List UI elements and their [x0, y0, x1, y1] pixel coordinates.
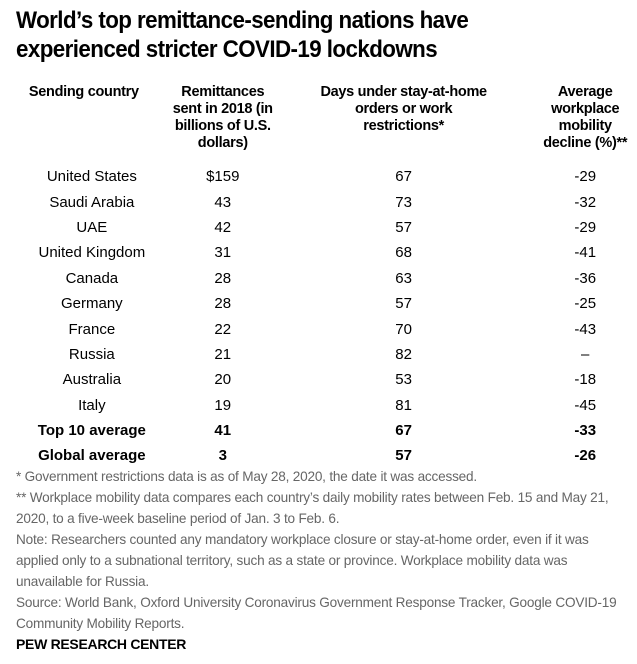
brand-logo-text: PEW RESEARCH CENTER	[16, 636, 187, 652]
header-row: Sending country Remittances sent in 2018…	[0, 84, 637, 164]
cell-mobility: -33	[574, 422, 597, 440]
cell-days: 68	[395, 244, 412, 262]
cell-remittances: 41	[214, 422, 232, 440]
cell-country: France	[68, 320, 116, 338]
cell-remittances: 21	[214, 345, 232, 363]
table-row: United States $159 67 -29	[0, 164, 637, 189]
cell-mobility: -25	[574, 295, 597, 313]
cell-country: Canada	[65, 269, 119, 287]
column-header-mobility: Average workplace mobility decline (%)**	[543, 84, 628, 151]
cell-remittances: 19	[214, 396, 232, 414]
cell-mobility: -26	[574, 447, 597, 465]
cell-days: 67	[395, 422, 412, 440]
cell-mobility: -29	[574, 218, 597, 236]
table-row: UAE 42 57 -29	[0, 215, 637, 240]
cell-mobility: -18	[574, 371, 597, 389]
note: Note: Researchers counted any mandatory …	[16, 532, 589, 589]
cell-mobility: -36	[574, 269, 597, 287]
cell-country: Top 10 average	[37, 422, 146, 440]
cell-days: 82	[395, 345, 412, 363]
cell-days: 81	[395, 396, 412, 414]
table-row: Russia 21 82 –	[0, 342, 637, 367]
cell-remittances: 43	[214, 193, 232, 211]
cell-days: 67	[395, 168, 412, 186]
cell-days: 57	[395, 218, 412, 236]
cell-country: United States	[46, 168, 137, 186]
column-header-country: Sending country	[28, 84, 139, 100]
cell-remittances: 28	[214, 295, 232, 313]
column-header-remittances: Remittances sent in 2018 (in billions of…	[172, 84, 273, 151]
cell-remittances: 42	[214, 218, 232, 236]
table-row: Germany 28 57 -25	[0, 291, 637, 316]
cell-days: 53	[395, 371, 412, 389]
cell-days: 73	[395, 193, 412, 211]
table-row: United Kingdom 31 68 -41	[0, 240, 637, 265]
column-header-days: Days under stay-at-home orders or work r…	[320, 84, 487, 134]
cell-remittances: 28	[214, 269, 232, 287]
footnote-restrictions: * Government restrictions data is as of …	[16, 469, 477, 484]
cell-country: Italy	[78, 396, 106, 414]
cell-mobility: -29	[574, 168, 597, 186]
cell-remittances: $159	[206, 168, 240, 186]
table-row: Italy 19 81 -45	[0, 393, 637, 418]
table-row: Saudi Arabia 43 73 -32	[0, 189, 637, 214]
cell-mobility: -32	[574, 193, 597, 211]
cell-remittances: 31	[214, 244, 232, 262]
footnote-mobility: ** Workplace mobility data compares each…	[16, 490, 609, 526]
cell-country: Russia	[68, 345, 115, 363]
cell-country: Germany	[61, 295, 123, 313]
cell-days: 63	[395, 269, 412, 287]
cell-mobility: -41	[574, 244, 597, 262]
cell-country: UAE	[76, 218, 108, 236]
cell-country: United Kingdom	[38, 244, 146, 262]
footnotes: * Government restrictions data is as of …	[16, 466, 631, 634]
table-row: Global average 3 57 -26	[0, 443, 637, 468]
cell-country: Australia	[62, 371, 122, 389]
cell-mobility: –	[581, 345, 590, 363]
cell-remittances: 3	[218, 447, 227, 465]
table-row: Australia 20 53 -18	[0, 367, 637, 392]
chart-title: World’s top remittance-sending nations h…	[16, 7, 469, 63]
data-table: Sending country Remittances sent in 2018…	[0, 84, 637, 469]
cell-days: 70	[395, 320, 412, 338]
source: Source: World Bank, Oxford University Co…	[16, 595, 617, 631]
cell-remittances: 22	[214, 320, 232, 338]
table-row: Top 10 average 41 67 -33	[0, 418, 637, 443]
cell-remittances: 20	[214, 371, 232, 389]
cell-days: 57	[395, 295, 412, 313]
cell-mobility: -45	[574, 396, 597, 414]
table-row: France 22 70 -43	[0, 316, 637, 341]
cell-country: Global average	[38, 447, 146, 465]
cell-days: 57	[395, 447, 412, 465]
cell-mobility: -43	[574, 320, 597, 338]
table-row: Canada 28 63 -36	[0, 266, 637, 291]
cell-country: Saudi Arabia	[49, 193, 135, 211]
